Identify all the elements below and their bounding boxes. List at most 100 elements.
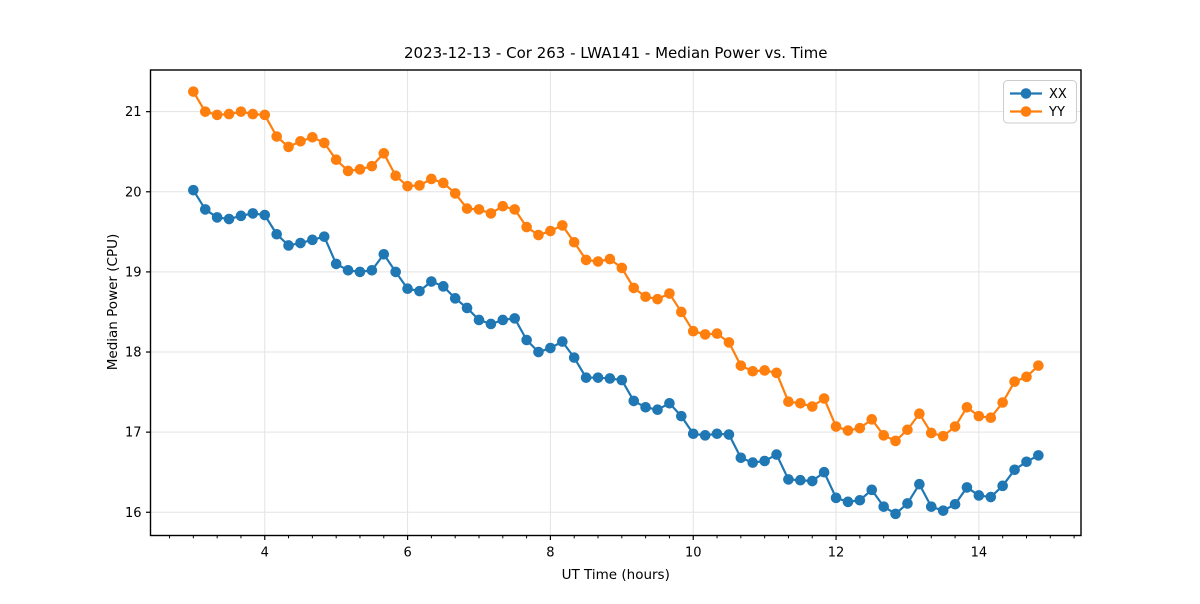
data-point-yy (818, 393, 830, 404)
data-point-xx (699, 430, 711, 441)
x-tick-label: 10 (685, 546, 702, 561)
data-point-yy (211, 109, 223, 121)
data-point-xx (640, 402, 651, 413)
data-point-yy (437, 177, 449, 189)
data-point-yy (866, 414, 878, 425)
data-point-xx (914, 478, 925, 490)
data-point-yy (247, 108, 259, 120)
data-point-yy (199, 106, 211, 117)
data-point-yy (473, 204, 485, 215)
data-point-xx (497, 314, 509, 326)
data-point-yy (842, 425, 854, 436)
data-point-yy (426, 173, 437, 185)
data-point-xx (521, 334, 532, 346)
data-point-xx (509, 313, 520, 324)
data-point-yy (235, 106, 247, 117)
data-point-yy (1033, 360, 1044, 371)
data-point-xx (997, 480, 1008, 492)
data-point-xx (259, 209, 271, 221)
data-point-yy (997, 397, 1008, 408)
legend-marker-yy (1020, 106, 1032, 117)
chart-title: 2023-12-13 - Cor 263 - LWA141 - Median P… (404, 44, 828, 62)
x-axis-label: UT Time (hours) (562, 567, 670, 583)
data-point-xx (759, 455, 770, 467)
data-point-xx (723, 429, 735, 440)
data-point-yy (485, 208, 497, 219)
data-point-yy (961, 402, 973, 413)
data-point-yy (545, 225, 556, 237)
data-point-yy (985, 412, 997, 424)
data-point-yy (830, 421, 842, 432)
data-point-yy (283, 141, 294, 153)
data-point-yy (783, 396, 794, 408)
x-tick-label: 12 (828, 546, 845, 561)
data-point-xx (830, 492, 842, 504)
series-yy (188, 86, 1044, 447)
data-point-xx (283, 240, 294, 251)
data-point-yy (271, 131, 282, 142)
data-point-xx (295, 237, 306, 249)
data-point-xx (925, 501, 937, 512)
data-point-xx (223, 213, 235, 225)
data-point-yy (580, 254, 592, 266)
data-point-xx (711, 428, 723, 440)
data-point-xx (378, 248, 390, 260)
data-point-yy (509, 204, 520, 215)
data-point-yy (259, 109, 271, 121)
data-point-xx (330, 258, 342, 270)
data-point-xx (676, 410, 687, 422)
data-point-xx (937, 505, 949, 516)
legend-marker-xx (1020, 88, 1032, 99)
data-point-xx (783, 474, 794, 485)
legend: XX YY (1003, 80, 1077, 124)
data-point-xx (854, 494, 866, 506)
data-point-yy (795, 398, 806, 409)
x-tick-label: 6 (403, 546, 411, 561)
data-point-xx (247, 208, 259, 219)
data-point-yy (307, 132, 318, 143)
data-point-xx (461, 302, 473, 314)
data-point-yy (342, 165, 354, 177)
data-point-xx (1033, 450, 1044, 461)
data-point-yy (497, 200, 509, 212)
data-point-yy (711, 328, 723, 339)
data-point-xx (318, 231, 330, 242)
data-point-xx (199, 204, 211, 215)
data-point-yy (925, 427, 937, 439)
axis-ticks: 16 17 18 19 20 21 4 6 8 10 12 14 (125, 105, 1075, 561)
data-point-xx (437, 281, 449, 292)
grid-lines (150, 70, 1081, 536)
data-point-yy (676, 306, 687, 318)
data-point-yy (295, 136, 306, 147)
data-point-yy (318, 137, 330, 149)
data-point-xx (342, 265, 354, 276)
data-point-yy (652, 293, 663, 305)
data-point-yy (604, 253, 616, 265)
data-point-yy (723, 337, 735, 348)
legend-label-yy: YY (1048, 105, 1065, 120)
data-point-xx (188, 184, 199, 196)
data-point-xx (902, 498, 913, 509)
data-point-yy (592, 256, 604, 267)
data-point-xx (426, 276, 437, 287)
data-point-yy (354, 164, 366, 175)
data-point-yy (664, 288, 675, 299)
y-tick-label: 19 (125, 265, 142, 280)
x-tick-label: 4 (261, 546, 269, 561)
data-point-xx (473, 314, 485, 326)
data-point-xx (545, 342, 556, 354)
data-point-xx (818, 466, 830, 478)
data-point-xx (806, 475, 818, 487)
data-point-yy (1021, 371, 1032, 383)
data-point-yy (902, 424, 913, 436)
data-point-yy (330, 154, 342, 166)
data-point-yy (402, 180, 413, 192)
data-point-xx (795, 474, 806, 486)
data-point-yy (735, 360, 747, 371)
data-point-yy (890, 435, 901, 447)
legend-label-xx: XX (1049, 87, 1067, 102)
data-point-yy (914, 408, 925, 420)
data-point-yy (1009, 376, 1020, 387)
